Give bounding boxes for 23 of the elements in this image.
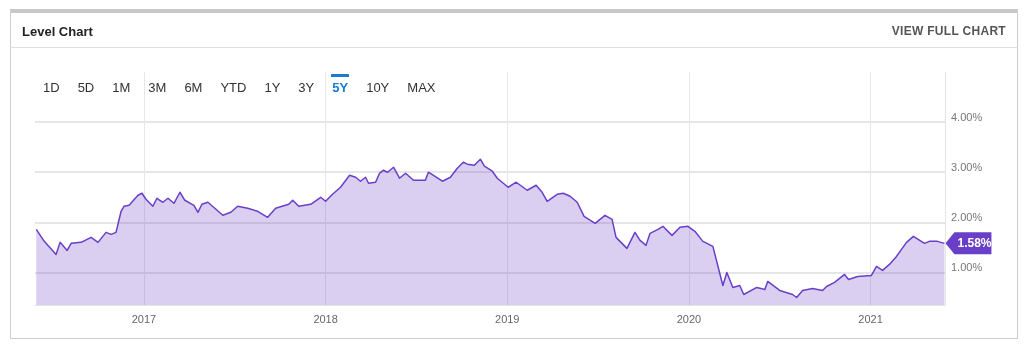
y-tick-label: 4.00% xyxy=(951,110,983,123)
x-tick-label: 2020 xyxy=(676,312,702,325)
x-tick-label: 2021 xyxy=(858,312,883,325)
annotation: 3Y xyxy=(297,80,316,95)
annotation: 1Y xyxy=(263,80,282,95)
x-tick-label: 2019 xyxy=(495,312,520,325)
text: VIEW FULL CHART xyxy=(891,24,1006,38)
annotation: 1D xyxy=(42,80,61,95)
y-tick-label: 2.00% xyxy=(951,210,983,223)
annotation: 1M xyxy=(111,80,132,95)
y-tick-label: 3.00% xyxy=(951,160,983,173)
annotation: MAX xyxy=(406,80,437,95)
annotation: 6M xyxy=(183,80,204,95)
annotation: 1.58% xyxy=(957,236,992,251)
chart-title: Level Chart xyxy=(22,24,93,39)
x-tick-label: 2017 xyxy=(131,312,157,325)
annotation: 5Y xyxy=(323,80,358,95)
annotation: 10Y xyxy=(365,80,391,95)
y-tick-label: 1.00% xyxy=(951,260,983,273)
annotation: YTD xyxy=(219,80,248,95)
annotation: 5D xyxy=(76,80,96,95)
annotation: 3M xyxy=(147,80,168,95)
x-tick-label: 2018 xyxy=(313,312,338,325)
